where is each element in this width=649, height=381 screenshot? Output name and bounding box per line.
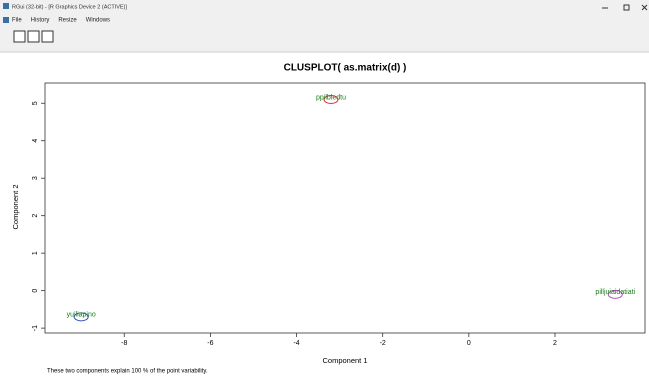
x-tick-label: -8 [121,340,127,347]
x-tick-label: 2 [553,340,557,347]
point-label: ppilbledtu [316,94,346,101]
y-tick-label: 2 [32,214,39,218]
menu-item[interactable]: Windows [86,18,110,24]
window-title: RGui (32-bit) - [R Graphics Device 2 (AC… [12,4,127,10]
menu-item[interactable]: File [12,18,22,24]
window-chrome [0,0,649,52]
point-label: pilljuiaidatiati [595,289,635,296]
close[interactable] [641,4,648,11]
y-tick-label: 0 [32,289,39,293]
y-axis-label: Component 2 [11,184,20,229]
y-tick-label: 3 [32,176,39,180]
chart-title: CLUSPLOT( as.matrix(d) ) [284,63,407,74]
y-tick-label: -1 [32,325,39,331]
menu-item[interactable]: History [31,18,50,24]
doc-icon [3,17,9,23]
plot-frame [44,82,646,334]
x-tick-label: -2 [380,340,386,347]
menu-item[interactable]: Resize [58,18,77,24]
footnote: These two components explain 100 % of th… [47,369,208,375]
y-tick-label: 5 [32,101,39,105]
x-tick-label: -4 [293,340,299,347]
toolbar-button[interactable] [27,30,40,43]
app-icon [3,3,9,9]
y-tick-label: 1 [32,251,39,255]
point-label: yuiliapino [67,312,96,319]
x-tick-label: 0 [467,340,471,347]
cluster-ellipse [607,289,623,299]
toolbar-button[interactable] [41,30,54,43]
maximize[interactable] [623,4,630,11]
menu-bar: File History Resize Windows [12,18,110,24]
cluster-ellipse [323,94,339,104]
x-tick-label: -6 [207,340,213,347]
cluster-ellipse [73,312,89,322]
x-axis-label: Component 1 [322,356,367,365]
y-tick-label: 4 [32,139,39,143]
toolbar-button[interactable] [13,30,26,43]
